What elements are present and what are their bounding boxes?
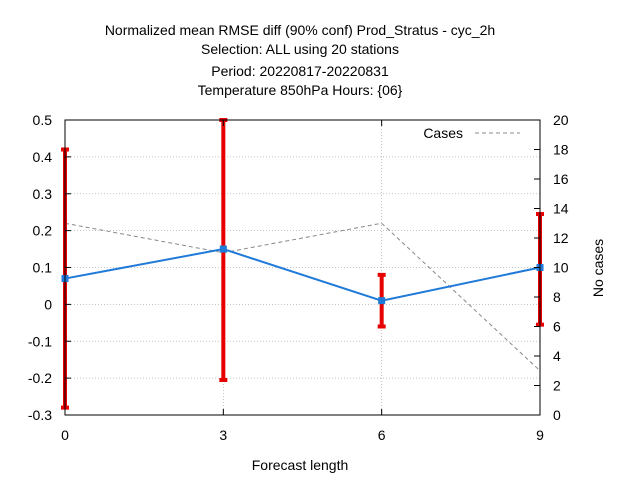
y-tick-label: 0.5 <box>33 112 53 128</box>
legend-label-cases: Cases <box>423 125 463 141</box>
tick-layer: 0.50.40.30.20.10-0.1-0.2-0.30 3 6 920181614… <box>28 112 569 443</box>
y2-tick-label: 6 <box>553 319 561 335</box>
title-line: Normalized mean RMSE diff (90% conf) Pro… <box>105 22 495 38</box>
y2-tick-label: 18 <box>553 142 569 158</box>
x-axis-label: Forecast length <box>252 457 349 473</box>
cases-line <box>64 222 541 372</box>
y-tick-label: -0.1 <box>28 333 52 349</box>
y2-tick-label: 14 <box>553 201 569 217</box>
y2-tick-label: 20 <box>553 112 569 128</box>
cases-layer <box>64 222 541 372</box>
x-tick-label: 3 <box>219 427 227 443</box>
grid-layer <box>65 120 540 415</box>
y2-tick-label: 12 <box>553 230 569 246</box>
x-tick-label: 6 <box>378 427 386 443</box>
y2-tick-label: 16 <box>553 171 569 187</box>
title-line: Period: 20220817-20220831 <box>211 63 389 79</box>
title-line: Selection: ALL using 20 stations <box>201 41 399 57</box>
y-tick-label: 0.4 <box>33 149 53 165</box>
y2-tick-label: 8 <box>553 289 561 305</box>
error-bars-layer <box>61 118 544 410</box>
y-tick-label: 0 <box>44 296 52 312</box>
y-tick-label: -0.3 <box>28 407 52 423</box>
y2-axis-label: No cases <box>590 239 606 297</box>
chart-title: Normalized mean RMSE diff (90% conf) Pro… <box>105 22 495 98</box>
y2-tick-label: 10 <box>553 260 569 276</box>
x-tick-label: 0 <box>61 427 69 443</box>
y-tick-label: 0.3 <box>33 186 53 202</box>
y2-tick-label: 2 <box>553 378 561 394</box>
x-tick-label: 9 <box>536 427 544 443</box>
y2-tick-label: 4 <box>553 348 561 364</box>
title-line: Temperature 850hPa Hours: {06} <box>198 82 403 98</box>
y2-tick-label: 0 <box>553 407 561 423</box>
y-tick-label: -0.2 <box>28 370 52 386</box>
series-layer <box>61 245 544 305</box>
legend: Cases <box>423 125 520 141</box>
y-tick-label: 0.2 <box>33 223 53 239</box>
y-tick-label: 0.1 <box>33 260 53 276</box>
series-line <box>64 248 541 302</box>
data-point <box>219 245 227 253</box>
data-point <box>378 297 386 305</box>
